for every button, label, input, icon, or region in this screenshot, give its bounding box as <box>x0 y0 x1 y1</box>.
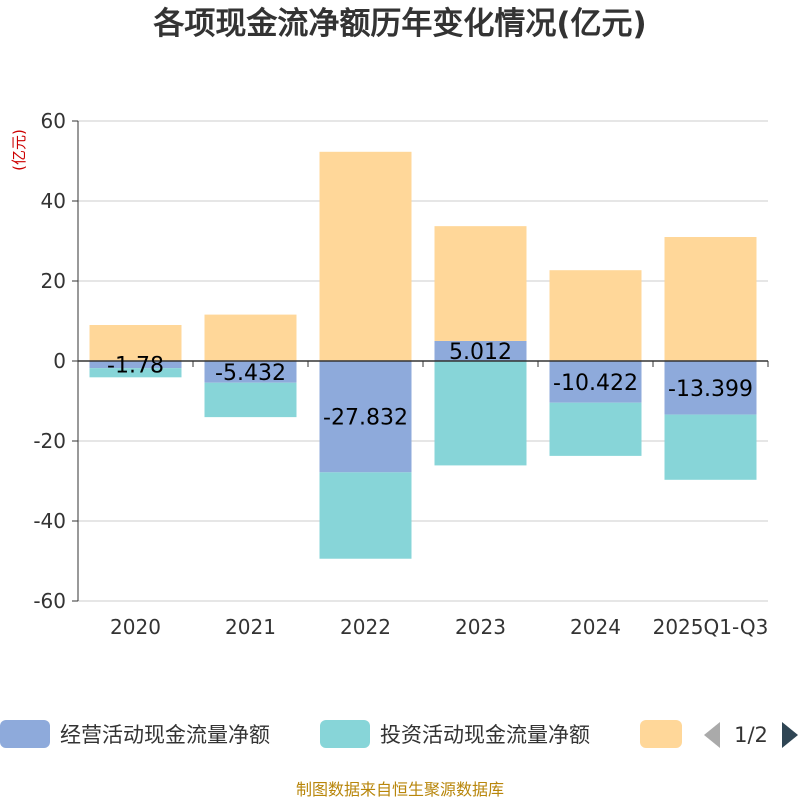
x-tick-label: 2021 <box>225 615 276 639</box>
y-tick-label: 60 <box>41 109 66 133</box>
bar-segment <box>319 151 412 361</box>
data-label: -1.78 <box>107 354 164 379</box>
legend-swatch <box>0 720 50 748</box>
y-axis-unit-label: (亿元) <box>10 129 28 171</box>
y-tick-label: 0 <box>53 349 66 373</box>
bar-segment <box>204 361 297 383</box>
bar-segment <box>664 237 757 361</box>
bar-segment <box>319 361 412 473</box>
data-label: -13.399 <box>668 377 753 402</box>
x-tick-label: 2020 <box>110 615 161 639</box>
y-tick-label: -20 <box>33 429 66 453</box>
bar-segment <box>549 402 642 456</box>
bar-segment <box>89 361 182 369</box>
legend-swatch <box>640 720 682 748</box>
data-label: 5.012 <box>449 340 512 365</box>
x-tick-label: 2025Q1-Q3 <box>653 615 769 639</box>
bar-segment <box>319 472 412 559</box>
axes: 60 40 20 0 -20 -40 -60 2020 2021 2022 2023 2024 2025… <box>10 109 769 639</box>
bar-segment <box>204 314 297 361</box>
y-tick-label: -40 <box>33 509 66 533</box>
data-label: -5.432 <box>215 361 286 386</box>
bar-segment <box>89 325 182 361</box>
grid-lines <box>78 120 768 602</box>
bar-segment <box>434 226 527 341</box>
bar-segment <box>549 270 642 361</box>
legend-label: 经营活动现金流量净额 <box>60 723 270 747</box>
y-tick-label: 40 <box>41 189 66 213</box>
data-label: -27.832 <box>323 406 408 431</box>
legend-label: 投资活动现金流量净额 <box>380 723 590 747</box>
bars <box>89 151 757 559</box>
data-labels: -1.78 -5.432 -27.832 5.012 -10.422 -13.399 <box>107 340 753 431</box>
y-tick-label: -60 <box>33 589 66 613</box>
bar-segment <box>89 368 182 378</box>
chart-title: 各项现金流净额历年变化情况(亿元) <box>153 6 647 42</box>
legend-swatch <box>320 720 370 748</box>
source-note: 制图数据来自恒生聚源数据库 <box>295 780 504 799</box>
bar-segment <box>434 361 527 466</box>
page-prev-icon[interactable] <box>704 722 720 748</box>
data-label: -10.422 <box>553 371 638 396</box>
x-tick-label: 2024 <box>570 615 621 639</box>
x-tick-label: 2022 <box>340 615 391 639</box>
y-tick-label: 20 <box>41 269 66 293</box>
bar-segment <box>204 382 297 418</box>
x-tick-label: 2023 <box>455 615 506 639</box>
bar-segment <box>664 361 757 415</box>
page-indicator: 1/2 <box>734 723 768 747</box>
bar-segment <box>549 361 642 403</box>
bar-segment <box>664 414 757 480</box>
legend: 经营活动现金流量净额 投资活动现金流量净额 1/2 <box>0 720 798 748</box>
page-next-icon[interactable] <box>782 722 798 748</box>
bar-segment <box>434 340 527 361</box>
